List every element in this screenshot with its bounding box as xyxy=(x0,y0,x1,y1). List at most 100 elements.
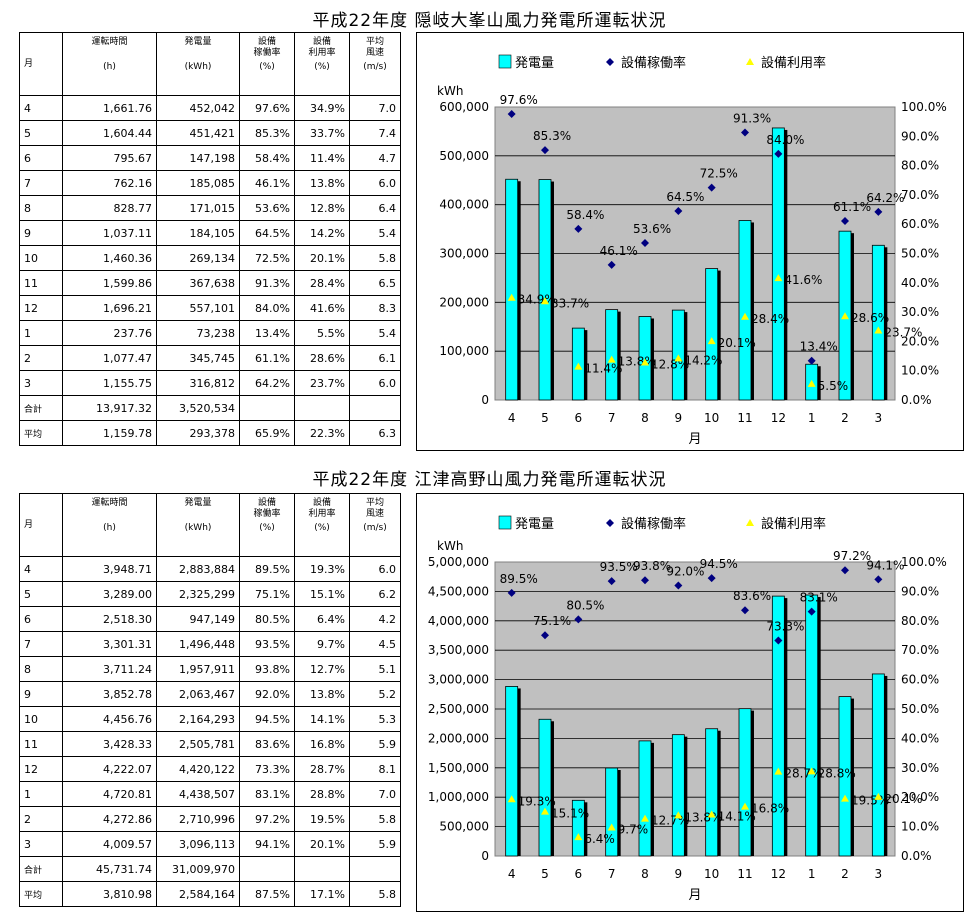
table-cell: 184,105 xyxy=(156,220,240,246)
chart-plot: 0 500,000 1,000,000 1,500,000 2,000,000 2,500… xyxy=(428,539,947,903)
point-utilization-rate xyxy=(541,297,549,305)
data-label-utilization-rate: 19.3% xyxy=(518,794,556,808)
data-label-operation-rate: 84.0% xyxy=(766,133,804,147)
point-operation-rate xyxy=(774,636,783,645)
table-cell: 8.1 xyxy=(349,756,401,782)
header-cell: 月 xyxy=(19,32,63,96)
table-cell xyxy=(294,856,350,882)
table-cell: 91.3% xyxy=(239,270,295,296)
y-tick-label: 3,000,000 xyxy=(428,673,489,687)
bar-energy xyxy=(705,728,719,857)
data-label-utilization-rate: 28.6% xyxy=(851,311,889,325)
table-cell: 3,852.78 xyxy=(62,681,157,707)
table-cell: 15.1% xyxy=(294,581,350,607)
header-text: (h) xyxy=(103,62,116,72)
point-operation-rate xyxy=(607,260,616,269)
table-cell: 6.0 xyxy=(349,170,401,196)
table-cell: 828.77 xyxy=(62,195,157,221)
table-cell: 2,710,996 xyxy=(156,806,240,832)
header-text: 風速 xyxy=(365,509,384,519)
average-row: 平均 1,159.78 293,378 65.9% 22.3% 6.3 xyxy=(19,420,401,446)
data-label-utilization-rate: 33.7% xyxy=(551,296,589,310)
table-cell: 2,584,164 xyxy=(156,881,240,907)
bar-energy xyxy=(671,734,685,857)
table-cell: 2 xyxy=(19,345,63,371)
table-cell: 4 xyxy=(19,95,63,121)
point-utilization-rate xyxy=(641,814,649,822)
table-cell: 93.5% xyxy=(239,631,295,657)
x-axis-label: 月 xyxy=(688,888,701,903)
table-cell: 6 xyxy=(19,606,63,632)
table-cell xyxy=(239,395,295,421)
data-label-operation-rate: 46.1% xyxy=(600,244,638,258)
table-row: 8 828.77 171,015 53.6% 12.8% 6.4 xyxy=(19,195,401,221)
x-axis-label: 月 xyxy=(688,432,701,447)
point-operation-rate xyxy=(807,356,816,365)
header-cell: 発電量 (kWh) xyxy=(156,493,240,557)
table-row: 5 3,289.00 2,325,299 75.1% 15.1% 6.2 xyxy=(19,581,401,607)
data-label-utilization-rate: 15.1% xyxy=(551,807,589,821)
y-tick-label: 300,000 xyxy=(439,247,489,261)
table-row: 2 1,077.47 345,745 61.1% 28.6% 6.1 xyxy=(19,345,401,371)
y2-tick-label: 10.0% xyxy=(901,364,939,378)
y-tick-label: 2,500,000 xyxy=(428,702,489,716)
table-cell: 1 xyxy=(19,320,63,346)
data-label-utilization-rate: 14.2% xyxy=(684,353,722,367)
legend-label-utilization: 設備利用率 xyxy=(761,55,826,71)
table-cell: 61.1% xyxy=(239,345,295,371)
table-cell: 58.4% xyxy=(239,145,295,171)
table-cell: 9 xyxy=(19,220,63,246)
point-utilization-rate xyxy=(707,810,716,818)
point-operation-rate xyxy=(674,207,683,216)
data-label-operation-rate: 91.3% xyxy=(733,111,771,125)
header-text: 稼働率 xyxy=(253,509,281,519)
table-row: 9 3,852.78 2,063,467 92.0% 13.8% 5.2 xyxy=(19,681,401,707)
table-cell: 4 xyxy=(19,556,63,582)
point-operation-rate xyxy=(641,576,649,585)
header-text: 設備 xyxy=(257,37,276,47)
table-cell: 97.6% xyxy=(239,95,295,121)
section-title-gotsu: 平成22年度 江津高野山風力発電所運転状況 xyxy=(312,470,667,490)
table-cell: 41.6% xyxy=(294,295,350,321)
y2-tick-label: 100.0% xyxy=(901,555,947,569)
table-cell xyxy=(294,395,350,421)
y2-tick-label: 40.0% xyxy=(901,276,939,290)
table-cell: 2 xyxy=(19,806,63,832)
point-utilization-rate xyxy=(841,794,849,802)
point-utilization-rate xyxy=(574,833,583,841)
table-cell: 1,604.44 xyxy=(62,120,157,146)
table-cell: 8 xyxy=(19,195,63,221)
table-cell: 31,009,970 xyxy=(156,856,240,882)
data-label-utilization-rate: 20.1% xyxy=(884,792,922,806)
y-tick-label: 2,000,000 xyxy=(428,731,489,745)
table-header-row: 月 運転時間 (h) 発電量 (kWh) 設備 稼働率 (%) 設備 利用率 (%) 平均 風速 (m/s… xyxy=(19,493,401,557)
bar-energy xyxy=(538,179,552,401)
y2-tick-label: 30.0% xyxy=(901,305,939,319)
table-cell: 451,421 xyxy=(156,120,240,146)
header-text: (m/s) xyxy=(363,523,387,533)
bar-energy xyxy=(871,244,885,401)
legend-swatch-operation xyxy=(606,519,614,527)
table-cell: 5.9 xyxy=(349,731,401,757)
table-row: 3 4,009.57 3,096,113 94.1% 20.1% 5.9 xyxy=(19,831,401,857)
table-cell xyxy=(239,856,295,882)
x-tick-label: 7 xyxy=(608,411,616,425)
table-cell: 9 xyxy=(19,681,63,707)
total-row: 合計 13,917.32 3,520,534 xyxy=(19,395,401,421)
legend-swatch-energy xyxy=(498,515,512,530)
data-label-operation-rate: 58.4% xyxy=(566,208,604,222)
table-cell: 6.4 xyxy=(349,195,401,221)
table-cell: 6 xyxy=(19,145,63,171)
operation-table-gotsu: 月運転時間 (h) 発電量 (kWh) 設備 稼働率 (%) 設備 利用率 (%) 平均 風速 (m/s… xyxy=(19,493,401,907)
total-row: 合計 45,731.74 31,009,970 xyxy=(19,856,401,882)
point-utilization-rate xyxy=(841,312,849,320)
x-tick-label: 8 xyxy=(641,411,649,425)
table-cell: 平均 xyxy=(19,881,63,907)
bar-energy xyxy=(771,595,785,857)
point-utilization-rate xyxy=(507,293,516,301)
data-label-operation-rate: 61.1% xyxy=(833,200,871,214)
table-cell: 6.1 xyxy=(349,345,401,371)
legend-label-energy: 発電量 xyxy=(515,517,554,532)
table-row: 3 1,155.75 316,812 64.2% 23.7% 6.0 xyxy=(19,370,401,396)
x-tick-label: 6 xyxy=(575,411,583,425)
